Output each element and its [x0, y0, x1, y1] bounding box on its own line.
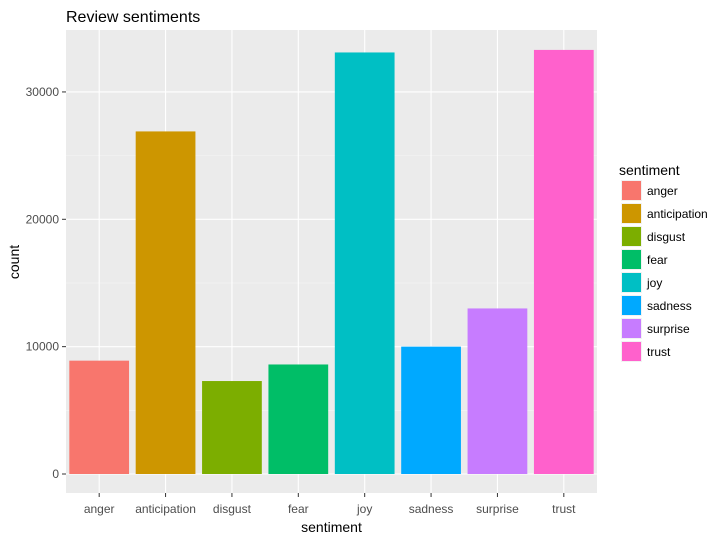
legend-swatch-anticipation — [622, 204, 641, 223]
legend-title: sentiment — [619, 162, 680, 178]
x-tick-label: trust — [552, 502, 576, 516]
x-axis-ticks: anger anticipation disgust fear joy sadness su… — [84, 493, 576, 516]
legend-items: anger anticipation disgust fear joy sadness su… — [621, 180, 708, 362]
legend-label: disgust — [647, 230, 686, 244]
bar-anticipation — [135, 131, 196, 474]
legend-swatch-sadness — [622, 296, 641, 315]
chart-title: Review sentiments — [66, 9, 200, 26]
legend-label: fear — [647, 253, 668, 267]
legend-label: anger — [647, 184, 678, 198]
legend-label: anticipation — [647, 207, 708, 221]
bar-joy — [334, 52, 395, 475]
bar-anger — [69, 360, 130, 474]
legend-label: trust — [647, 345, 671, 359]
y-tick-label: 30000 — [26, 85, 60, 99]
x-tick-label: disgust — [213, 502, 252, 516]
y-axis-title: count — [6, 245, 22, 279]
x-axis-title: sentiment — [301, 519, 362, 535]
legend-swatch-surprise — [622, 319, 641, 338]
y-tick-label: 0 — [52, 467, 59, 481]
bar-fear — [268, 364, 329, 474]
legend-swatch-disgust — [622, 227, 641, 246]
x-tick-label: sadness — [409, 502, 454, 516]
legend-swatch-joy — [622, 273, 641, 292]
bar-trust — [533, 49, 594, 475]
legend: sentiment anger anticipation disgust fear jo… — [619, 162, 708, 362]
legend-swatch-trust — [622, 342, 641, 361]
x-tick-label: surprise — [476, 502, 519, 516]
bar-disgust — [202, 381, 262, 474]
x-tick-label: anger — [84, 502, 115, 516]
legend-swatch-fear — [622, 250, 641, 269]
legend-label: joy — [646, 276, 662, 290]
y-tick-label: 20000 — [26, 212, 60, 226]
legend-swatch-anger — [622, 181, 641, 200]
legend-label: surprise — [647, 322, 690, 336]
bars — [69, 49, 594, 475]
bar-sadness — [401, 346, 461, 474]
y-tick-label: 10000 — [26, 340, 60, 354]
x-tick-label: anticipation — [135, 502, 196, 516]
legend-label: sadness — [647, 299, 692, 313]
x-tick-label: joy — [356, 502, 372, 516]
x-tick-label: fear — [288, 502, 309, 516]
y-axis-ticks: 0 10000 20000 30000 — [26, 85, 66, 481]
bar-surprise — [467, 308, 528, 474]
